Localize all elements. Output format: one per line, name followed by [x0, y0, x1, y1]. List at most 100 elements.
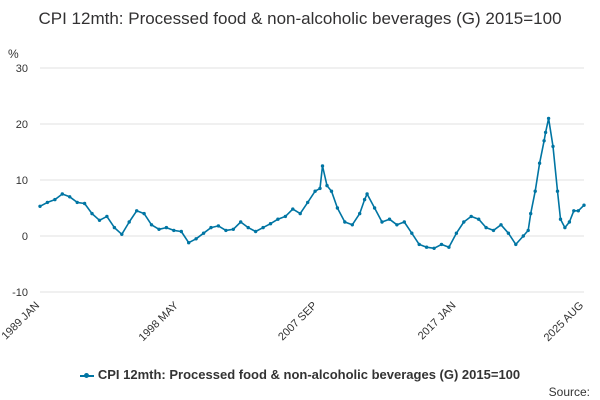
data-point	[546, 116, 551, 121]
data-point	[358, 211, 362, 216]
chart-title: CPI 12mth: Processed food & non-alcoholi…	[38, 9, 562, 28]
legend: CPI 12mth: Processed food & non-alcoholi…	[0, 367, 600, 382]
data-point	[526, 228, 530, 233]
data-point	[558, 217, 563, 221]
data-point	[447, 245, 451, 249]
data-point	[135, 209, 139, 213]
data-point	[194, 237, 198, 241]
x-tick-label: 1989 JAN	[0, 300, 42, 343]
data-point	[239, 220, 243, 224]
data-point	[499, 223, 503, 227]
data-point	[224, 228, 228, 233]
data-point	[172, 228, 176, 233]
data-point	[432, 246, 436, 250]
data-point	[231, 227, 235, 231]
data-point	[343, 220, 347, 224]
data-point	[179, 229, 183, 234]
y-tick-label: 20	[16, 119, 28, 131]
y-tick-label: 30	[16, 63, 28, 75]
data-point	[335, 206, 340, 210]
data-point	[149, 223, 154, 227]
data-point	[402, 220, 406, 224]
gridlines	[40, 67, 584, 293]
x-tick-label: 1998 MAY	[137, 299, 182, 344]
data-point	[45, 200, 50, 205]
data-point	[246, 225, 250, 230]
data-point	[127, 220, 131, 224]
data-point	[533, 189, 537, 193]
data-point	[454, 231, 459, 235]
data-point	[395, 223, 399, 227]
data-point	[325, 183, 329, 188]
data-point	[276, 217, 280, 221]
x-tick-labels: 1989 JAN 1998 MAY 2007 SEP 2017 JAN 2025 AUG	[0, 299, 586, 344]
data-point	[380, 220, 384, 224]
data-point	[469, 214, 473, 219]
series-group	[38, 116, 586, 250]
data-point	[484, 225, 488, 230]
y-tick-label: 0	[22, 231, 28, 243]
data-point	[529, 211, 533, 216]
data-point	[120, 232, 124, 236]
data-point	[506, 231, 511, 235]
data-point	[68, 195, 72, 199]
data-point	[362, 197, 367, 202]
data-point	[365, 192, 369, 196]
data-point	[567, 220, 572, 224]
data-point	[551, 144, 555, 149]
data-point	[82, 201, 87, 206]
data-point	[462, 220, 466, 224]
data-point	[112, 225, 117, 230]
data-point	[410, 231, 414, 235]
data-point	[372, 206, 377, 210]
data-point	[216, 224, 221, 228]
data-point	[164, 225, 169, 230]
data-point	[582, 203, 586, 207]
data-point	[329, 189, 334, 193]
data-point	[306, 200, 310, 205]
y-axis-label: %	[8, 47, 19, 61]
data-point	[157, 227, 161, 231]
data-point	[320, 164, 325, 168]
y-tick-labels: -10 0 10 20 30	[12, 63, 28, 299]
data-point	[318, 186, 322, 191]
y-tick-label: -10	[12, 287, 28, 299]
data-point	[90, 211, 94, 216]
data-point	[53, 197, 57, 202]
data-point	[439, 242, 444, 247]
data-point	[261, 225, 265, 230]
data-point	[537, 161, 542, 165]
data-point	[75, 200, 79, 205]
x-tick-label: 2017 JAN	[416, 300, 459, 343]
data-point	[576, 209, 580, 213]
source-label: Source:	[548, 385, 590, 399]
data-point	[298, 211, 302, 216]
data-point	[521, 234, 525, 238]
data-point	[514, 242, 518, 247]
data-point	[417, 242, 421, 247]
series-line	[39, 117, 585, 250]
x-tick-label: 2007 SEP	[276, 300, 320, 344]
data-point	[97, 218, 102, 222]
data-point	[350, 223, 354, 227]
data-point	[291, 207, 295, 211]
data-point	[283, 214, 288, 219]
data-point	[563, 225, 567, 230]
data-point	[572, 209, 576, 213]
x-tick-label: 2025 AUG	[542, 300, 586, 344]
legend-label: CPI 12mth: Processed food & non-alcoholi…	[97, 367, 521, 382]
data-point	[201, 231, 206, 235]
data-point	[268, 222, 273, 226]
data-point	[142, 211, 146, 216]
data-point	[313, 189, 317, 193]
data-point	[555, 189, 560, 193]
legend-swatch	[79, 372, 94, 378]
data-point	[477, 217, 481, 221]
y-tick-label: 10	[16, 175, 28, 187]
data-point	[253, 229, 258, 234]
data-point	[60, 192, 64, 196]
data-point	[424, 245, 429, 249]
data-point	[491, 228, 496, 233]
data-point	[38, 204, 42, 208]
